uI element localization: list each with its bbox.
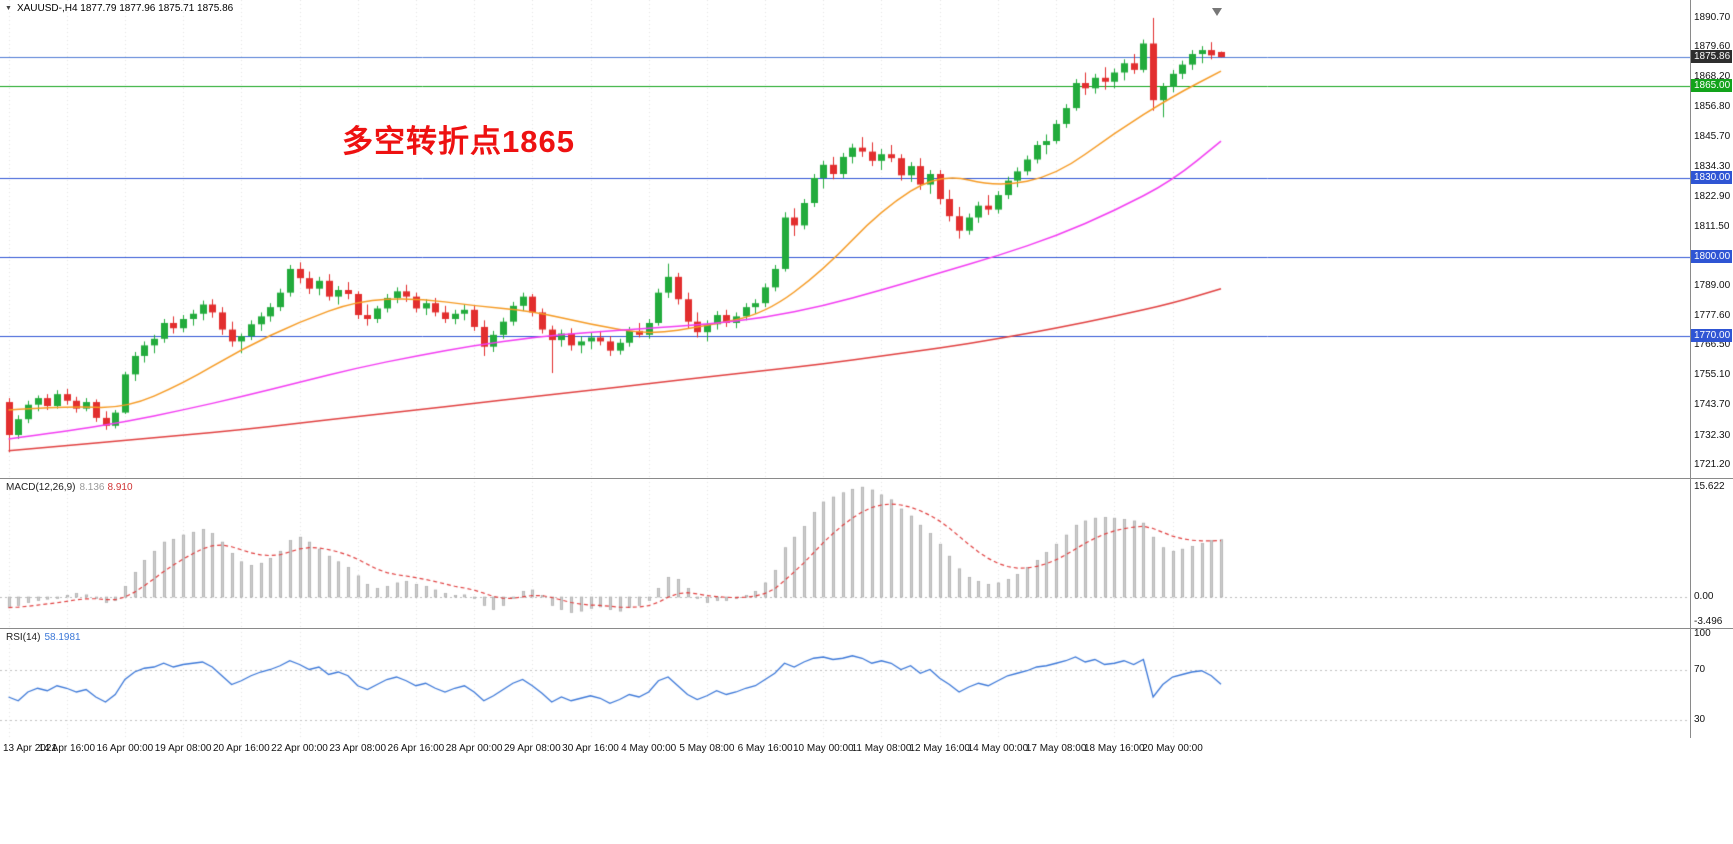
macd-axis[interactable]: 15.622 0.00 -3.496: [1691, 478, 1733, 628]
time-axis-label: 14 May 00:00: [967, 743, 1029, 754]
price-axis[interactable]: 1890.70 1879.60 1868.20 1856.80 1845.70 1834.…: [1691, 0, 1733, 478]
indicator-axis-tick: -3.496: [1694, 615, 1723, 627]
indicator-axis-tick: 100: [1694, 628, 1711, 639]
price-axis-tick: 1743.70: [1694, 399, 1731, 411]
chart-annotation[interactable]: 多空转折点1865: [342, 124, 575, 159]
indicator-axis-tick: 15.622: [1694, 481, 1725, 492]
price-axis-tick: 1732.30: [1694, 429, 1731, 441]
time-axis-label: 4 May 00:00: [621, 743, 677, 754]
time-axis-label: 20 Apr 16:00: [212, 743, 270, 754]
time-axis-label: 19 Apr 08:00: [154, 743, 212, 754]
price-axis-tick: 1868.20: [1694, 71, 1731, 83]
price-axis-tick: 1845.70: [1694, 130, 1731, 142]
time-axis-label: 13 Apr 2021: [3, 743, 57, 754]
rsi-axis[interactable]: 100 70 30: [1691, 628, 1733, 738]
price-axis-tick: 1777.60: [1694, 310, 1731, 322]
price-chart[interactable]: [0, 0, 1690, 478]
macd-main-value: 8.136: [79, 482, 105, 493]
rsi-panel[interactable]: [0, 628, 1690, 738]
time-axis-label: 10 May 00:00: [792, 743, 854, 754]
indicator-axis-tick: 30: [1694, 713, 1706, 725]
symbol-menu-icon: ▼: [5, 5, 12, 12]
macd-indicator-name: MACD(12,26,9): [6, 482, 76, 493]
price-level-badge: 1770.00: [1691, 329, 1732, 343]
time-axis-label: 5 May 08:00: [679, 743, 735, 754]
panel-separator[interactable]: [0, 628, 1733, 629]
time-axis-label: 12 May 16:00: [909, 743, 970, 754]
price-axis-tick: 1834.30: [1694, 160, 1731, 172]
price-axis-tick: 1766.50: [1694, 339, 1731, 351]
symbol-ohlc-header: ▼ XAUUSD-,H4 1877.79 1877.96 1875.71 1875…: [5, 3, 233, 14]
time-axis-label: 29 Apr 08:00: [503, 743, 561, 754]
price-axis-border: [1690, 0, 1691, 738]
time-axis-label: 17 May 08:00: [1025, 743, 1087, 754]
price-axis-tick: 1811.50: [1694, 220, 1730, 232]
price-axis-tick: 1890.70: [1694, 11, 1731, 23]
price-level-badge: 1865.00: [1691, 78, 1732, 92]
time-axis-label: 26 Apr 16:00: [387, 743, 445, 754]
time-axis-label: 16 Apr 00:00: [96, 743, 154, 754]
price-level-badge: 1875.86: [1691, 50, 1732, 64]
panel-separator[interactable]: [0, 478, 1733, 479]
symbol-ohlc-text: XAUUSD-,H4 1877.79 1877.96 1875.71 1875.…: [16, 3, 234, 14]
rsi-indicator-name: RSI(14): [6, 632, 41, 643]
time-axis-label: 28 Apr 00:00: [445, 743, 503, 754]
price-level-badge: 1830.00: [1691, 170, 1732, 184]
macd-indicator-label: MACD(12,26,9) 8.136 8.910: [6, 482, 133, 493]
time-axis-label: 11 May 08:00: [851, 743, 912, 754]
indicator-axis-tick: 70: [1694, 663, 1706, 675]
indicator-axis-tick: 0.00: [1694, 591, 1714, 602]
time-axis-label: 20 May 00:00: [1142, 743, 1203, 754]
time-axis-label: 14 Apr 16:00: [38, 743, 96, 754]
price-axis-tick: 1721.20: [1694, 458, 1731, 470]
time-axis-label: 6 May 16:00: [737, 743, 793, 754]
time-axis-label: 18 May 16:00: [1083, 743, 1145, 754]
price-axis-tick: 1822.90: [1694, 190, 1731, 202]
price-level-badge: 1800.00: [1691, 250, 1732, 264]
macd-panel[interactable]: [0, 478, 1690, 628]
price-axis-tick: 1856.80: [1694, 101, 1731, 113]
price-axis-tick: 1879.60: [1694, 41, 1731, 53]
time-axis-label: 30 Apr 16:00: [562, 743, 619, 754]
price-axis-tick: 1789.00: [1694, 280, 1731, 292]
time-axis-label: 22 Apr 00:00: [271, 743, 328, 754]
macd-signal-value: 8.910: [107, 482, 133, 493]
price-axis-tick: 1755.10: [1694, 369, 1731, 381]
rsi-indicator-label: RSI(14) 58.1981: [6, 632, 81, 643]
time-axis[interactable]: 13 Apr 2021 14 Apr 16:00 16 Apr 00:00 19 Ap…: [0, 738, 1733, 764]
chart-shift-marker-icon: [1212, 8, 1222, 16]
time-axis-label: 23 Apr 08:00: [329, 743, 387, 754]
rsi-value: 58.1981: [44, 632, 81, 643]
